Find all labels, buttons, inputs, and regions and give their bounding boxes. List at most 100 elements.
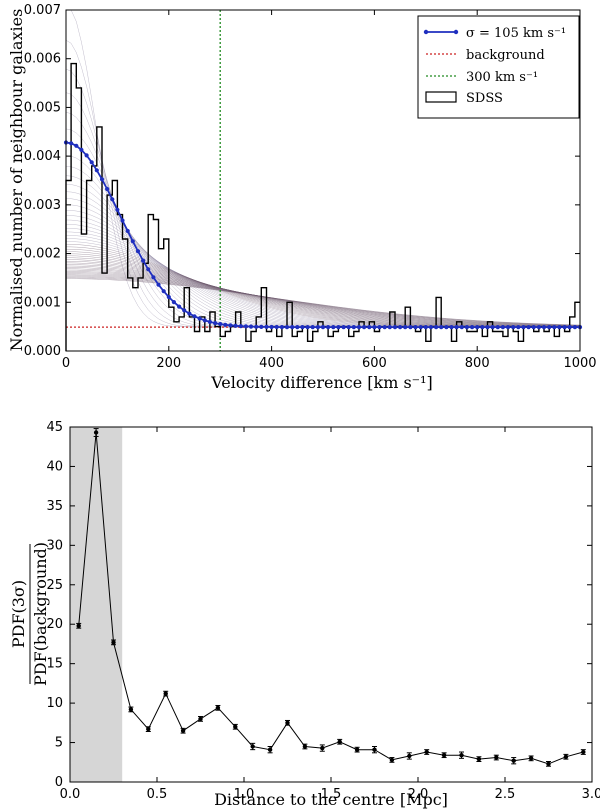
y-tick-label: 20 <box>46 617 63 632</box>
model-grid-curve <box>65 142 580 328</box>
sigma-105-point <box>207 319 212 324</box>
sigma-105-point <box>300 325 305 330</box>
y-tick-label: 40 <box>46 459 63 474</box>
sigma-105-point <box>362 325 367 330</box>
sigma-105-point <box>387 325 392 330</box>
x-tick-label: 800 <box>465 356 490 371</box>
pdf-ratio-point <box>372 747 377 752</box>
sigma-105-points <box>63 140 583 330</box>
pdf-ratio-point <box>146 726 151 732</box>
y-tick-label: 15 <box>46 657 63 672</box>
sigma-105-point <box>259 324 264 329</box>
sigma-105-point <box>428 325 433 330</box>
sigma-105-point <box>238 324 243 329</box>
sigma-105-point <box>516 325 521 330</box>
bottom-x-axis-label: Distance to the centre [Mpc] <box>214 790 448 809</box>
sigma-105-point <box>130 239 135 244</box>
sigma-105-point <box>89 160 94 165</box>
model-grid-curve <box>66 276 581 326</box>
top-x-axis-label: Velocity difference [km s⁻¹] <box>210 373 433 392</box>
sigma-105-point <box>305 325 310 330</box>
sigma-105-point <box>377 325 382 330</box>
pdf-ratio-points <box>76 428 586 767</box>
x-tick-label: 2.5 <box>495 787 516 802</box>
sigma-105-point <box>315 325 320 330</box>
pdf-ratio-point <box>528 756 534 761</box>
sigma-105-point <box>290 325 295 330</box>
model-grid-curve <box>65 155 580 328</box>
y-tick-label: 5 <box>55 736 63 751</box>
pdf-ratio-point <box>581 749 586 755</box>
sigma-105-point <box>459 325 464 330</box>
sigma-105-point <box>135 249 141 254</box>
sigma-105-point <box>536 325 542 330</box>
model-grid-curve <box>66 275 581 326</box>
y-tick-label: 10 <box>46 696 63 711</box>
sigma-105-point <box>279 325 284 330</box>
y-tick-label: 30 <box>46 538 63 553</box>
legend-item-sigma: σ = 105 km s⁻¹ <box>423 26 566 41</box>
model-grid-curve <box>65 128 580 328</box>
x-tick-label: 3.0 <box>582 787 600 802</box>
sigma-105-point <box>115 207 120 212</box>
y-tick-label: 0.000 <box>24 344 61 359</box>
sigma-105-point <box>531 325 536 330</box>
sigma-105-point <box>367 325 372 330</box>
y-tick-label: 0 <box>55 775 63 790</box>
sigma-105-point <box>464 325 469 330</box>
sigma-105-point <box>94 168 99 173</box>
sigma-105-point <box>454 325 459 330</box>
sigma-105-point <box>223 322 228 327</box>
y-tick-label: 0.004 <box>24 149 61 164</box>
pdf-ratio-point <box>546 761 551 767</box>
pdf-ratio-point <box>93 430 99 435</box>
sigma-105-point <box>346 325 351 330</box>
y-tick-label: 25 <box>46 578 63 593</box>
pdf-ratio-point <box>302 744 308 749</box>
sigma-105-point <box>254 324 259 329</box>
sigma-105-point <box>233 323 238 328</box>
sigma-105-point <box>156 282 161 287</box>
sigma-105-point <box>541 325 547 330</box>
pdf-ratio-point <box>267 747 273 752</box>
sdss-histogram <box>65 62 580 351</box>
sigma-105-point <box>572 325 578 330</box>
sigma-105-point <box>99 177 105 182</box>
sigma-105-point <box>392 325 398 330</box>
sigma-105-point <box>110 197 115 202</box>
y-tick-label: 45 <box>46 420 63 435</box>
sigma-105-point <box>449 325 454 330</box>
pdf-ratio-point <box>215 705 221 710</box>
sigma-105-point <box>166 294 171 300</box>
x-tick-label: 0.0 <box>60 787 81 802</box>
x-tick-label: 0.5 <box>147 787 168 802</box>
sigma-105-point <box>74 143 79 148</box>
legend-item-sdss: SDSS <box>425 91 503 106</box>
sigma-105-point <box>146 267 151 272</box>
pdf-ratio-point <box>111 640 116 645</box>
sigma-105-point <box>408 325 413 330</box>
x-tick-label: 0 <box>62 356 70 371</box>
sigma-105-point <box>382 325 387 330</box>
sigma-105-point <box>444 325 449 330</box>
x-tick-label: 1.0 <box>234 787 255 802</box>
legend: σ = 105 km s⁻¹ background 300 km s⁻¹ SDS… <box>417 15 580 119</box>
bottom-y-axis-label: PDF(3σ) PDF(background) <box>9 542 50 686</box>
velocity-panel: 0 200 400 600 800 1000 0.0000.0010.0020.0030.… <box>7 3 597 392</box>
sigma-105-point <box>202 318 207 323</box>
y-tick-label: 0.005 <box>24 100 61 115</box>
sigma-105-point <box>356 325 362 330</box>
x-tick-label: 200 <box>156 356 181 371</box>
distance-panel: 0.0 0.5 1.0 1.5 2.0 2.5 3.0 0 5 10 15 20 25 30 35 40 45… <box>9 420 600 809</box>
pdf-ratio-point <box>320 745 325 751</box>
sigma-105-point <box>552 325 557 330</box>
sigma-105-point <box>475 325 480 330</box>
sigma-105-point <box>341 325 346 330</box>
legend-sdss-label: SDSS <box>466 91 503 106</box>
sigma-105-point <box>105 186 110 192</box>
model-grid-curve <box>66 277 581 326</box>
legend-item-background: background <box>426 48 545 63</box>
sigma-105-point <box>320 325 326 330</box>
sigma-105-point <box>485 325 490 330</box>
sigma-105-point <box>161 289 166 294</box>
